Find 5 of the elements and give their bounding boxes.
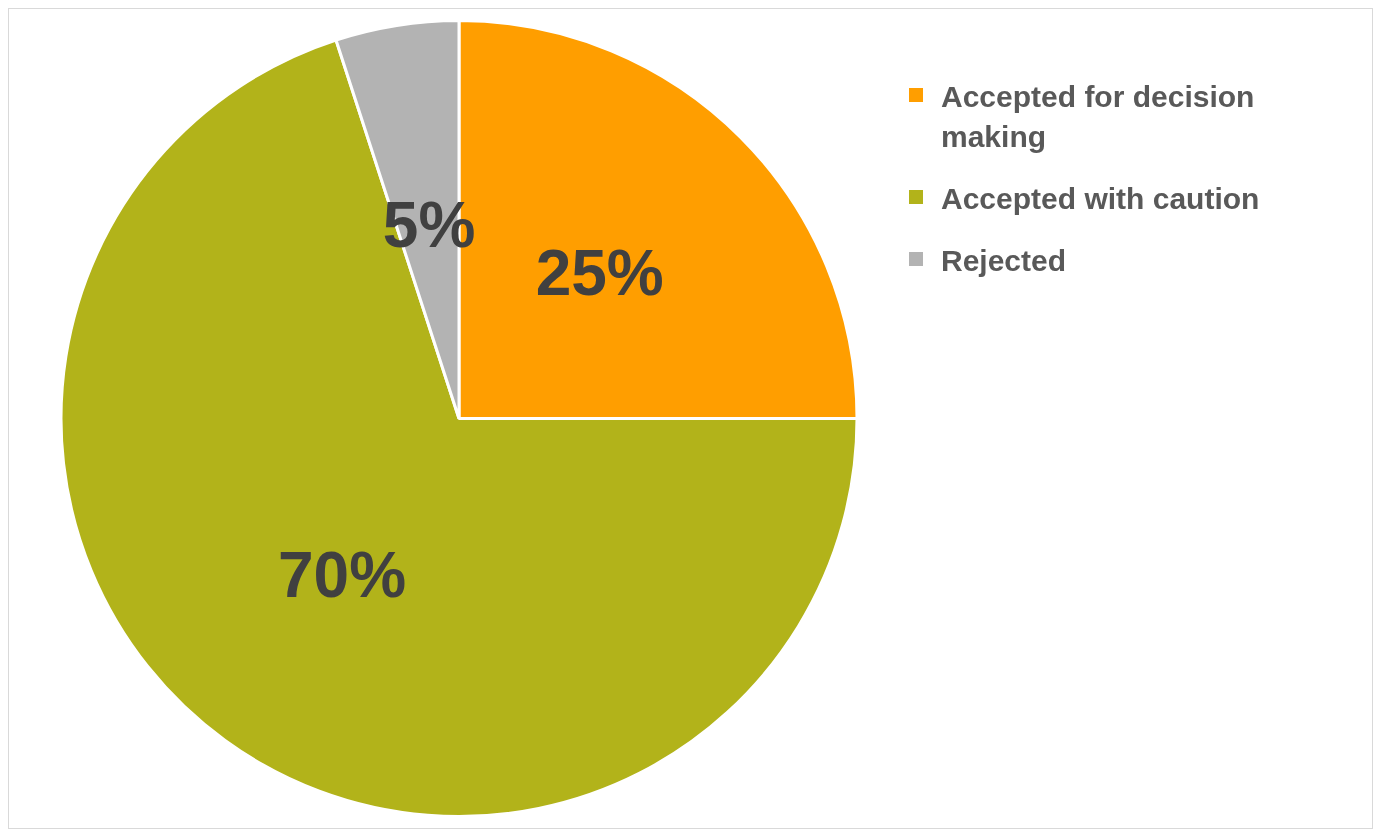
data-label: 25% <box>535 237 664 310</box>
data-label: 70% <box>277 539 407 612</box>
legend-label: Accepted for decision making <box>941 79 1256 155</box>
legend-label: Rejected <box>941 243 1068 279</box>
legend-label: Accepted with caution <box>941 181 1261 217</box>
